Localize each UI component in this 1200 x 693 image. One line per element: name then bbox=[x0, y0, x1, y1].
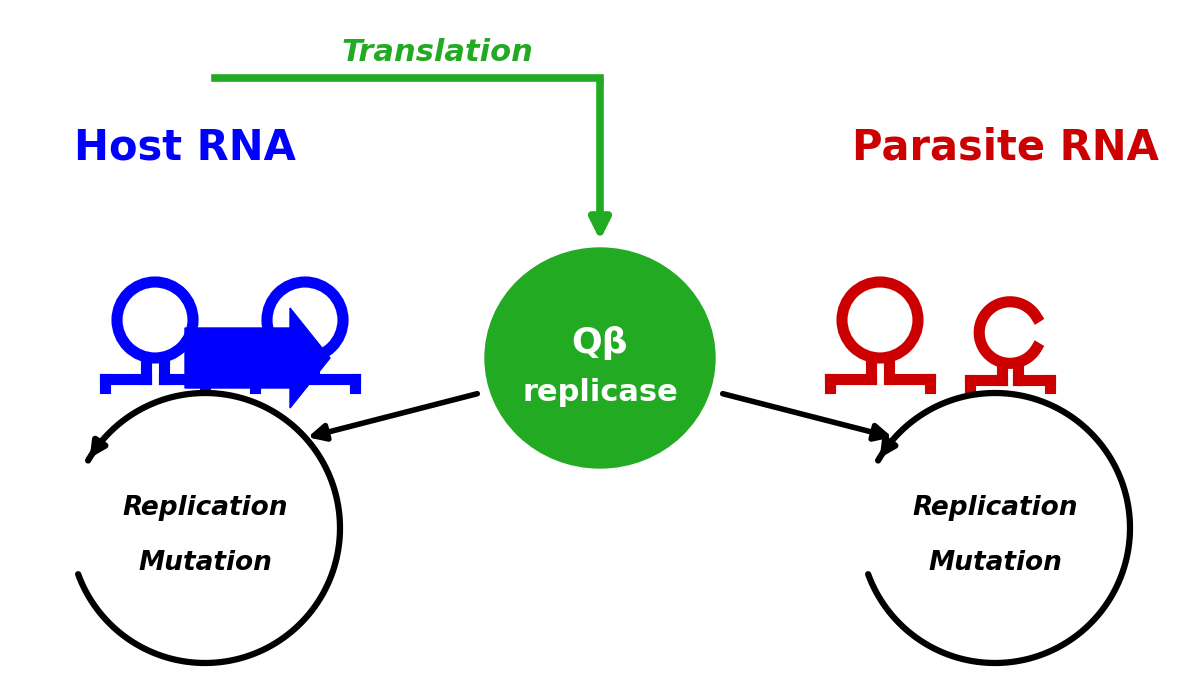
Text: Translation: Translation bbox=[342, 39, 534, 67]
Text: Replication: Replication bbox=[122, 495, 288, 521]
Polygon shape bbox=[185, 308, 330, 408]
Ellipse shape bbox=[485, 248, 715, 468]
Text: Mutation: Mutation bbox=[928, 550, 1062, 576]
Text: Host RNA: Host RNA bbox=[74, 127, 296, 169]
Text: Qβ: Qβ bbox=[571, 326, 629, 360]
Text: Mutation: Mutation bbox=[138, 550, 272, 576]
Text: replicase: replicase bbox=[522, 378, 678, 407]
Text: Replication: Replication bbox=[912, 495, 1078, 521]
Text: Parasite RNA: Parasite RNA bbox=[852, 127, 1158, 169]
